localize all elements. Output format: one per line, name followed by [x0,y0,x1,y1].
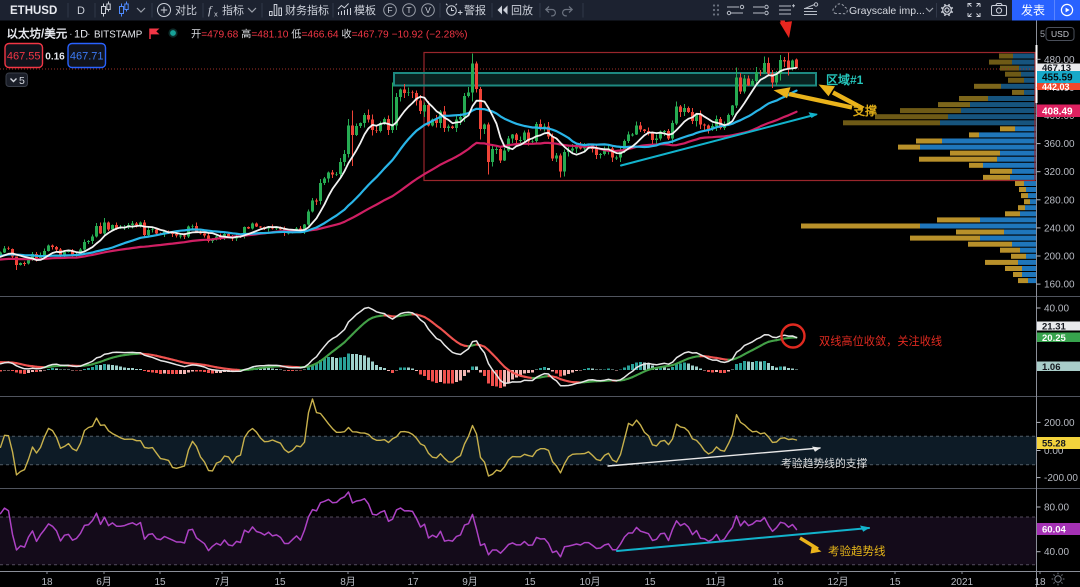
svg-text:40.00: 40.00 [1044,547,1069,558]
svg-text:区域#1: 区域#1 [826,72,864,87]
svg-text:发表: 发表 [1021,3,1045,18]
svg-text:10月: 10月 [579,576,600,587]
svg-text:80.00: 80.00 [1044,503,1069,514]
svg-text:20.25: 20.25 [1042,333,1066,344]
svg-text:15: 15 [524,577,536,587]
svg-text:2021: 2021 [951,577,974,587]
svg-text:开=479.68 高=481.10 低=466.64 收=4: 开=479.68 高=481.10 低=466.64 收=467.79 −10.… [191,28,467,41]
svg-text:F: F [387,5,392,15]
svg-text:双线高位收敛，关注收线: 双线高位收敛，关注收线 [819,334,942,348]
svg-text:以太坊/美元: 以太坊/美元 [7,27,68,41]
svg-text:5: 5 [19,75,25,87]
svg-text:442.03: 442.03 [1042,82,1070,92]
svg-text:·: · [69,29,73,41]
svg-text:12月: 12月 [827,576,848,587]
svg-text:BITSTAMP: BITSTAMP [94,30,143,41]
svg-text:支撑: 支撑 [852,103,877,118]
svg-text:408.49: 408.49 [1042,106,1073,117]
svg-text:Grayscale imp...: Grayscale imp... [849,5,925,17]
svg-text:11月: 11月 [706,576,726,587]
svg-text:467.71: 467.71 [70,51,104,63]
svg-text:1D: 1D [74,29,88,41]
svg-text:·: · [87,29,91,41]
svg-text:9月: 9月 [462,576,478,587]
svg-text:60.04: 60.04 [1042,525,1066,536]
svg-text:5: 5 [1040,29,1045,39]
svg-text:V: V [425,5,431,15]
svg-text:指标: 指标 [222,3,244,17]
svg-text:回放: 回放 [511,3,533,17]
svg-text:警报: 警报 [464,3,486,17]
svg-text:模板: 模板 [354,3,376,17]
svg-text:200.00: 200.00 [1044,252,1075,263]
svg-text:15: 15 [274,577,286,587]
svg-text:7月: 7月 [214,576,230,587]
svg-text:x: x [214,10,218,19]
svg-text:320.00: 320.00 [1044,167,1075,178]
svg-text:18: 18 [41,577,53,587]
svg-text:455.59: 455.59 [1042,73,1073,84]
svg-text:18: 18 [1034,577,1046,587]
svg-text:55.28: 55.28 [1042,439,1066,450]
svg-text:考验趋势线的支撑: 考验趋势线的支撑 [781,456,868,470]
svg-text:0.00: 0.00 [1044,446,1064,457]
svg-text:-200.00: -200.00 [1044,473,1078,484]
svg-text:D: D [77,5,85,17]
svg-text:240.00: 240.00 [1044,223,1075,234]
svg-text:360.00: 360.00 [1044,139,1075,150]
svg-text:21.31: 21.31 [1042,322,1066,333]
svg-text:1.06: 1.06 [1042,362,1061,373]
svg-text:15: 15 [154,577,166,587]
svg-text:40.00: 40.00 [1044,304,1069,315]
svg-text:8月: 8月 [340,576,356,587]
svg-text:USD: USD [1051,29,1069,39]
svg-text:467.55: 467.55 [7,51,41,63]
svg-text:15: 15 [644,577,656,587]
svg-text:考验趋势线: 考验趋势线 [828,544,886,558]
svg-text:0.16: 0.16 [45,52,65,63]
svg-text:200.00: 200.00 [1044,418,1075,429]
svg-text:f: f [208,3,213,17]
svg-text:16: 16 [772,577,784,587]
svg-text:T: T [406,5,411,15]
svg-text:15: 15 [889,577,901,587]
svg-text:财务指标: 财务指标 [285,3,329,17]
svg-text:480.00: 480.00 [1044,55,1075,66]
svg-text:160.00: 160.00 [1044,280,1075,291]
svg-text:17: 17 [407,577,419,587]
svg-text:467.13: 467.13 [1042,63,1071,74]
svg-text:6月: 6月 [96,576,112,587]
svg-text:ETHUSD: ETHUSD [10,5,57,17]
svg-text:对比: 对比 [175,3,197,17]
svg-text:280.00: 280.00 [1044,195,1075,206]
